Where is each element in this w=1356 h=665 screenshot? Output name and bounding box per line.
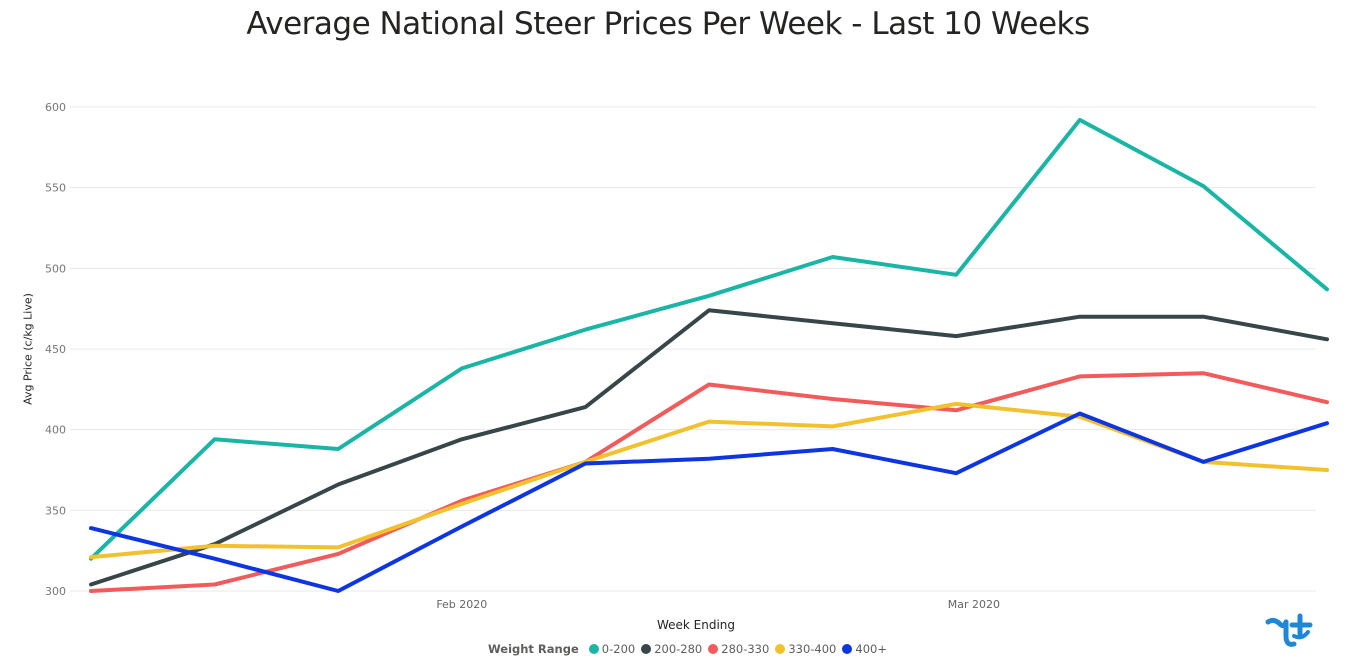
legend-item-200-280[interactable]: 200-280 — [641, 642, 702, 656]
series-lines — [89, 117, 1329, 593]
y-tick-label: 350 — [45, 504, 66, 517]
chart-title: Average National Steer Prices Per Week -… — [246, 6, 1090, 42]
legend-title: Weight Range — [488, 642, 579, 656]
y-axis-ticks: 300 350 400 450 500 550 600 — [45, 101, 66, 598]
y-axis-label: Avg Price (c/kg Live) — [21, 293, 35, 405]
legend-item-0-200[interactable]: 0-200 — [588, 642, 636, 656]
x-tick-label: Feb 2020 — [436, 598, 487, 611]
x-axis-ticks: Feb 2020 Mar 2020 — [436, 598, 1000, 611]
y-tick-label: 300 — [45, 585, 66, 598]
legend-dot-icon — [842, 644, 853, 654]
series-line-330-400 — [89, 401, 1329, 560]
legend-label: 280-330 — [721, 642, 770, 656]
legend-label: 400+ — [855, 642, 887, 656]
legend-item-330-400[interactable]: 330-400 — [775, 642, 836, 656]
series-line-200-280 — [89, 308, 1329, 587]
x-tick-label: Mar 2020 — [948, 598, 1000, 611]
grid-lines — [70, 106, 1316, 592]
series-line-0-200 — [89, 117, 1329, 561]
legend-label: 200-280 — [654, 642, 703, 656]
legend: Weight Range 0-200 200-280 280-330 330-400 4… — [488, 641, 893, 657]
legend-item-280-330[interactable]: 280-330 — [708, 642, 769, 656]
series-line-280-330 — [89, 371, 1329, 593]
series-line-400+ — [89, 411, 1329, 593]
y-tick-label: 450 — [45, 343, 66, 356]
legend-dot-icon — [588, 644, 599, 654]
x-axis-label: Week Ending — [656, 618, 736, 632]
y-tick-label: 400 — [45, 424, 66, 437]
legend-label: 0-200 — [601, 642, 636, 656]
legend-dot-icon — [775, 644, 786, 654]
legend-label: 330-400 — [788, 642, 837, 656]
legend-items: 0-200 200-280 280-330 330-400 400+ — [588, 642, 893, 656]
legend-dot-icon — [641, 644, 652, 654]
y-tick-label: 500 — [45, 262, 66, 275]
legend-dot-icon — [708, 644, 719, 654]
y-tick-label: 550 — [45, 182, 66, 195]
legend-item-400+[interactable]: 400+ — [842, 642, 887, 656]
y-tick-label: 600 — [45, 101, 66, 114]
brand-logo-icon — [1265, 613, 1313, 647]
